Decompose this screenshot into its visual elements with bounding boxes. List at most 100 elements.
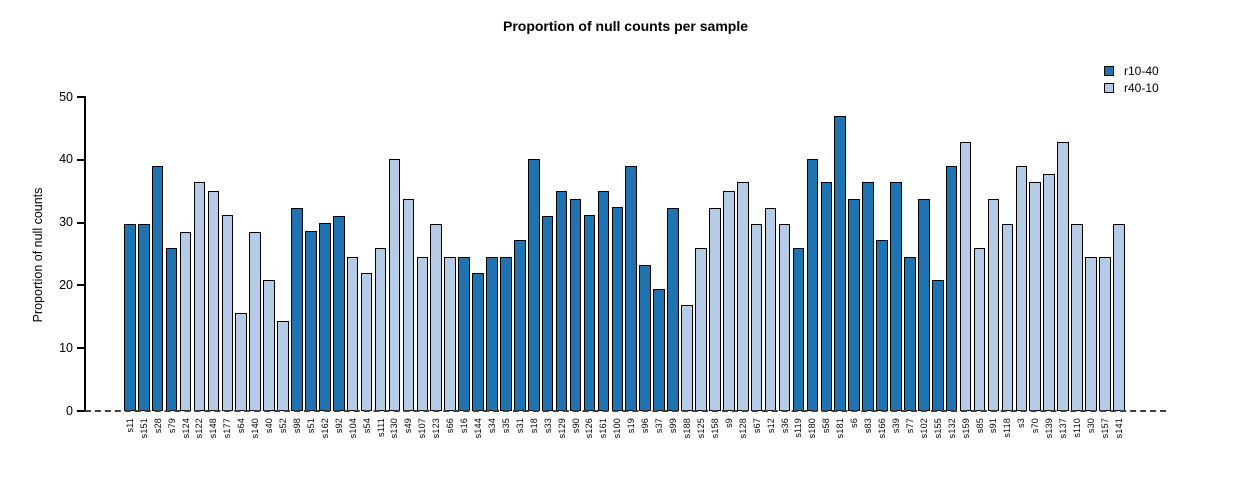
bar-s126 [583,215,596,411]
bar-s18 [527,158,540,411]
x-tick-label: s137 [1058,418,1069,439]
bar-s98 [291,207,303,411]
x-tick-label: s111 [375,418,386,437]
x-tick-label: s39 [890,418,901,434]
x-tick-label: s6 [849,418,860,428]
bar-s40 [263,280,275,411]
bar-s96 [639,264,651,411]
x-tick-label: s140 [250,418,261,439]
x-tick-label: s85 [974,418,985,434]
bar-s70 [1029,181,1042,411]
bar-s54 [360,272,373,411]
bar-s137 [1057,141,1069,411]
x-tick-label: s123 [431,418,442,439]
bar-s100 [611,206,624,411]
bar-s144 [472,272,484,411]
bar-s157 [1099,257,1111,411]
bar-s180 [806,158,819,411]
bar-s16 [458,257,470,411]
x-tick-label: s91 [988,418,999,434]
y-tick-mark [77,221,84,224]
x-tick-label: s180 [807,418,818,439]
x-tick-label: s92 [333,418,344,434]
bar-s66 [444,257,456,411]
y-tick-label: 40 [59,152,73,167]
bar-s85 [973,248,986,411]
x-tick-label: s90 [570,418,581,434]
bar-s91 [987,199,1000,411]
bar-s158 [709,207,721,411]
bar-s36 [778,223,791,411]
bar-s19 [625,166,638,411]
x-tick-label: s3 [1016,418,1027,428]
bar-s110 [1071,223,1083,411]
x-tick-label: s33 [542,418,553,434]
x-tick-label: s122 [194,418,205,439]
x-tick-label: s159 [960,418,971,439]
x-tick-label: s125 [695,418,706,439]
bar-s161 [597,191,610,411]
y-tick-mark [77,96,84,98]
bar-s132 [945,166,958,411]
bar-s123 [430,223,443,411]
x-tick-label: s49 [403,418,414,434]
bar-s34 [486,257,498,411]
x-tick-label: s110 [1072,418,1083,438]
x-tick-label: s158 [709,418,720,439]
bar-s51 [305,231,317,411]
bar-s141 [1113,223,1125,411]
bar-s140 [249,232,261,411]
bar-s162 [319,223,331,411]
x-tick-label: s77 [904,418,915,434]
bar-s39 [890,182,902,411]
bar-s64 [235,313,248,411]
bar-s102 [918,198,930,411]
x-tick-label: s118 [1002,418,1013,438]
x-tick-label: s40 [264,418,275,434]
bar-s188 [681,304,693,411]
x-tick-label: s70 [1030,418,1041,434]
x-tick-label: s130 [389,418,400,439]
bar-s12 [764,207,777,411]
bar-s3 [1015,166,1028,411]
x-tick-label: s52 [278,418,289,434]
bar-s155 [931,279,944,411]
bar-s30 [1085,257,1097,411]
y-axis-line [84,96,86,412]
x-tick-label: s119 [793,418,804,438]
bar-s166 [876,239,888,411]
x-tick-label: s100 [612,418,623,439]
x-tick-label: s151 [138,418,149,439]
x-tick-label: s30 [1085,418,1096,434]
x-tick-label: s79 [166,418,177,434]
x-tick-label: s126 [584,418,595,439]
bar-s122 [193,182,206,411]
bar-s104 [346,256,359,411]
x-tick-label: s124 [180,418,191,439]
bar-s130 [388,158,401,411]
x-tick-label: s51 [305,418,316,434]
x-tick-label: s54 [361,418,372,434]
x-tick-label: s18 [528,418,539,434]
y-tick-mark [77,158,84,161]
x-tick-label: s188 [682,418,692,439]
bar-s125 [695,248,707,411]
y-tick-label: 20 [59,277,73,292]
bar-s151 [137,223,150,411]
x-tick-label: s58 [821,418,832,434]
x-tick-label: s181 [835,418,846,439]
bar-s6 [848,198,860,411]
y-tick-mark [77,284,84,287]
y-tick-label: 10 [59,340,73,355]
y-tick-label: 50 [59,89,73,104]
zero-baseline [85,409,1166,412]
y-tick-label: 0 [66,403,73,418]
bar-s128 [736,182,749,411]
x-tick-label: s107 [417,418,428,439]
bar-s148 [207,191,220,411]
bar-s49 [402,199,415,411]
bar-s83 [862,182,874,411]
x-tick-label: s162 [319,418,330,439]
x-tick-label: s129 [556,418,567,439]
x-tick-label: s177 [222,418,233,439]
